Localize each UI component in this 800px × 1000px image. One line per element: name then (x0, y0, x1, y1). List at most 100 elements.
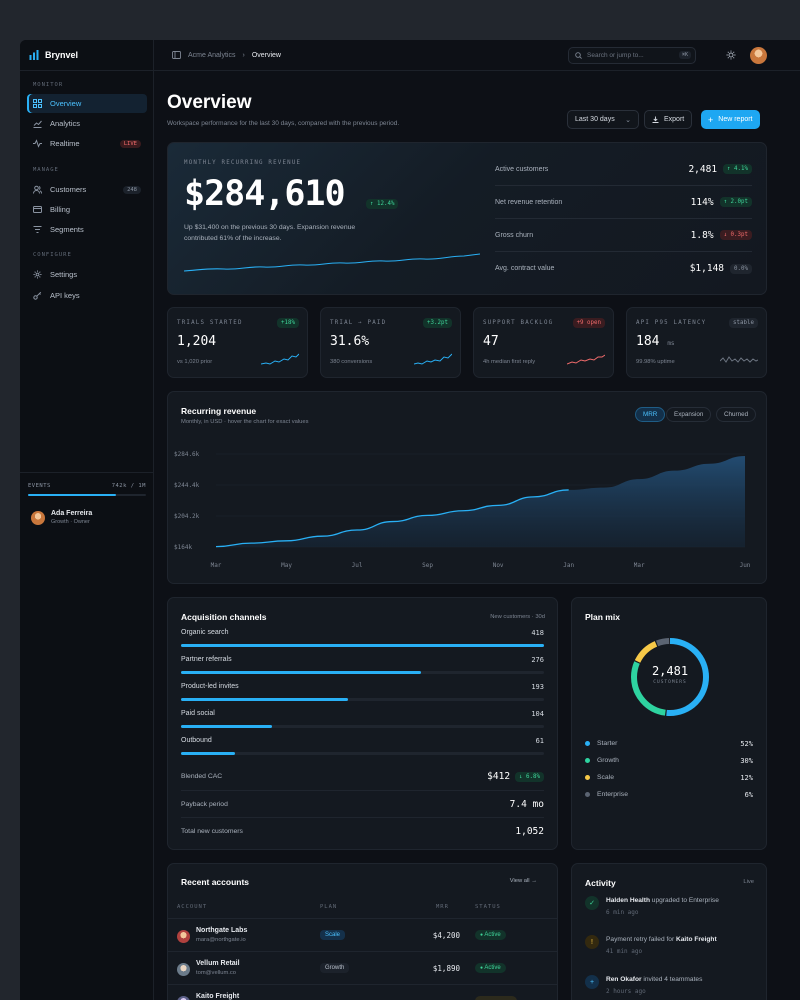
sidebar-item-label: Overview (50, 99, 82, 108)
mini-card-trials[interactable]: TRIALS STARTED +18% 1,204 vs 1,020 prior (167, 307, 308, 378)
data-point (426, 514, 429, 517)
mini-value: 47 (483, 334, 499, 349)
donut-slice-growth[interactable] (631, 638, 709, 716)
legend-label: Growth (597, 757, 619, 764)
events-progress (28, 494, 146, 496)
column-header-status[interactable]: STATUS (475, 904, 501, 910)
tab-mrr[interactable]: MRR (635, 407, 666, 422)
sidebar-toggle-icon[interactable] (172, 51, 181, 59)
column-header-mrr[interactable]: MRR (436, 904, 449, 910)
tab-churned[interactable]: Churned (716, 407, 757, 422)
channel-row[interactable]: Organic search 418 (181, 629, 544, 656)
donut-slice-starter[interactable] (631, 638, 709, 716)
channel-row[interactable]: Paid social 104 (181, 710, 544, 737)
tab-expansion[interactable]: Expansion (666, 407, 712, 422)
account-email: tom@vellum.co (196, 970, 237, 976)
channel-bar-track (181, 644, 544, 647)
kpi-gross-churn: Gross churn 1.8% ↓ 0.3pt (495, 219, 752, 252)
account-email: mara@northgate.io (196, 937, 246, 943)
plan-tag: Growth (320, 963, 350, 973)
sidebar-item-api-keys[interactable]: API keys (27, 286, 147, 305)
kpi-delta: 0.0% (730, 263, 752, 274)
table-row[interactable]: Kaito Freight (168, 984, 557, 1000)
account-logo (177, 963, 190, 976)
kpi-delta: ↑ 2.0pt (719, 197, 752, 207)
mini-card-support-backlog[interactable]: SUPPORT BACKLOG +9 open 47 4h median firs… (473, 307, 614, 378)
user-name: Ada Ferreira (51, 510, 93, 517)
data-point (602, 486, 605, 489)
card-icon (33, 205, 42, 214)
data-point (285, 539, 288, 542)
export-button[interactable]: Export (644, 110, 693, 129)
stat-label: Blended CAC (181, 773, 223, 780)
x-tick-label: Sep (422, 562, 433, 569)
view-all-link[interactable]: View all → (509, 878, 537, 884)
data-point (497, 504, 500, 507)
brand[interactable]: Brynvel (20, 40, 153, 71)
sidebar-item-settings[interactable]: Settings (27, 265, 147, 284)
sun-icon[interactable] (726, 50, 736, 60)
kpi-value: 1.8% (690, 229, 714, 241)
chart-subtitle: Monthly, in USD · hover the chart for ex… (181, 419, 309, 425)
channel-row[interactable]: Product-led invites 193 (181, 683, 544, 710)
mini-card-api-latency[interactable]: API P95 LATENCY stable 184 ms 99.98% upti… (626, 307, 767, 378)
grid-icon (33, 99, 42, 108)
sidebar-item-billing[interactable]: Billing (27, 200, 147, 219)
breadcrumb-current: Overview (251, 51, 281, 59)
user-profile[interactable]: Ada Ferreira Growth · Owner (28, 510, 146, 525)
plan-mix-donut[interactable] (628, 635, 712, 719)
breadcrumb-workspace[interactable]: Acme Analytics (188, 51, 236, 59)
channel-bar-fill (181, 752, 236, 755)
channel-row[interactable]: Partner referrals 276 (181, 656, 544, 683)
mini-card-trial-paid[interactable]: TRIAL → PAID +3.2pt 31.6% 380 conversions (320, 307, 461, 378)
data-point (214, 545, 217, 548)
data-point (461, 509, 464, 512)
channel-bar-fill (181, 698, 348, 701)
recent-accounts-card: Recent accounts View all → ACCOUNT PLAN … (167, 863, 558, 1000)
kpi-active-customers: Active customers 2,481 ↑ 4.1% (495, 153, 752, 186)
sidebar-item-label: Billing (50, 205, 71, 214)
sidebar-item-overview[interactable]: Overview (27, 94, 147, 113)
stat-payback-period: Payback period 7.4 mo (181, 790, 544, 817)
sidebar-item-realtime[interactable]: Realtime LIVE (27, 134, 147, 153)
mrr-sparkline (184, 253, 480, 272)
plus-icon: + (585, 975, 599, 989)
date-range-select[interactable]: Last 30 days ⌄ (567, 110, 639, 129)
status-badge: ● Active (475, 930, 506, 940)
activity-action: upgraded to Enterprise (649, 897, 719, 904)
table-row[interactable]: Northgate Labs mara@northgate.io Scale $… (168, 918, 557, 951)
channel-row[interactable]: Outbound 61 (181, 737, 544, 764)
stat-blended-cac: Blended CAC $412 ↓ 6.8% (181, 763, 544, 790)
search-placeholder: Search or jump to... (587, 52, 644, 59)
legend-dot (585, 758, 590, 763)
table-row[interactable]: Vellum Retail tom@vellum.co Growth $1,89… (168, 951, 557, 984)
new-report-button[interactable]: + New report (701, 110, 760, 129)
x-tick-label: May (281, 562, 292, 569)
breadcrumb: Acme Analytics › Overview (154, 51, 281, 59)
account-logo (177, 996, 190, 1000)
sidebar-item-label: Segments (50, 225, 84, 234)
sidebar-item-segments[interactable]: Segments (27, 220, 147, 239)
legend-scale: Scale 12% (585, 771, 753, 784)
section-monitor: MONITOR (33, 82, 64, 88)
account-logo (177, 930, 190, 943)
legend-pct: 12% (740, 773, 753, 782)
stat-label: Payback period (181, 800, 228, 808)
avatar[interactable] (750, 47, 767, 64)
revenue-area-chart[interactable]: $164k $204.2k $244.4k $284.6k Mar May Jul Sep No… (168, 442, 766, 582)
account-name: Vellum Retail (196, 960, 240, 967)
column-header-plan[interactable]: PLAN (320, 904, 338, 910)
sidebar-item-analytics[interactable]: Analytics (27, 114, 147, 133)
accounts-title: Recent accounts (181, 877, 250, 887)
chart-line-icon (33, 119, 42, 128)
channel-label: Organic search (181, 629, 229, 636)
column-header-account[interactable]: ACCOUNT (177, 904, 208, 910)
search-input[interactable]: Search or jump to... ⌘K (568, 47, 696, 64)
search-icon (575, 52, 582, 59)
mini-badge: stable (729, 318, 758, 328)
mini-sparkline (720, 356, 758, 363)
sidebar-item-customers[interactable]: Customers 248 (27, 180, 147, 199)
data-point (532, 495, 535, 498)
y-tick-label: $284.6k (174, 451, 200, 458)
kpi-label: Net revenue retention (495, 198, 563, 206)
